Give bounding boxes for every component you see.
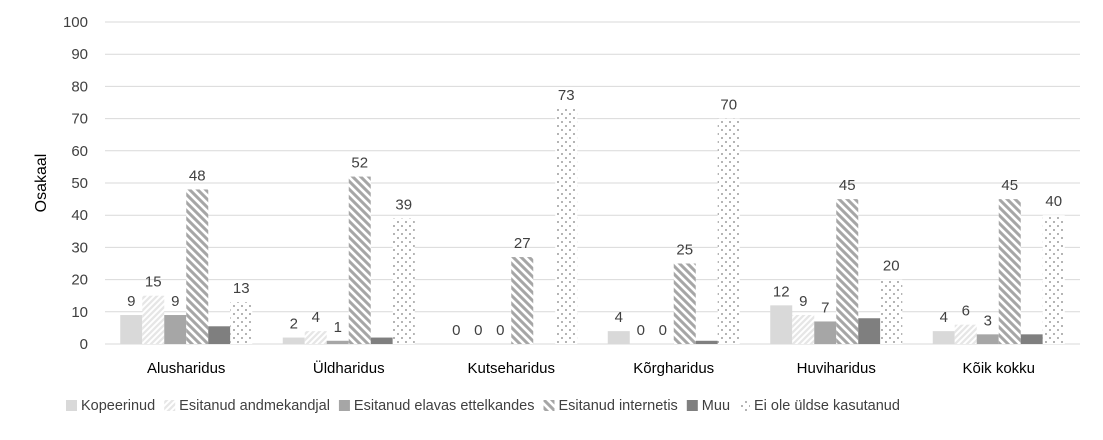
data-label: 73	[558, 87, 575, 104]
x-category-label: Huviharidus	[797, 360, 876, 377]
gridlines	[105, 21, 1080, 345]
bar	[282, 337, 305, 344]
data-label: 4	[312, 309, 320, 326]
bar	[164, 315, 187, 344]
data-label: 0	[659, 322, 667, 339]
bar	[208, 326, 231, 344]
data-label: 40	[1045, 193, 1062, 210]
x-category-label: Kutseharidus	[467, 360, 555, 377]
bars	[120, 108, 1065, 344]
bar	[792, 315, 815, 344]
bar	[814, 321, 837, 344]
legend-swatch	[686, 400, 698, 411]
bar	[998, 199, 1021, 344]
data-label: 2	[290, 316, 298, 333]
data-label: 3	[984, 312, 992, 329]
y-tick-label: 60	[71, 143, 88, 160]
bar	[142, 295, 165, 344]
bar	[717, 118, 740, 344]
data-label: 0	[637, 322, 645, 339]
y-tick-label: 80	[71, 78, 88, 95]
y-tick-label: 20	[71, 272, 88, 289]
legend-entry: Muu	[702, 398, 730, 414]
bar	[695, 340, 718, 344]
legend: Kopeerinud Esitanud andmekandjal Esitanud …	[66, 398, 900, 414]
legend-swatch	[543, 400, 555, 411]
bar	[1020, 334, 1043, 344]
y-tick-label: 30	[71, 239, 88, 256]
y-axis-title: Osakaal	[33, 154, 50, 213]
bar	[673, 263, 696, 344]
data-label: 1	[334, 319, 342, 336]
bar	[976, 334, 999, 344]
data-label: 39	[395, 196, 412, 213]
bar	[370, 337, 393, 344]
x-category-label: Kõrgharidus	[633, 360, 714, 377]
data-label: 45	[1001, 177, 1018, 194]
bar	[880, 279, 903, 344]
data-label: 13	[233, 280, 250, 297]
bar	[770, 305, 793, 344]
bar	[932, 331, 955, 344]
bar	[186, 189, 209, 344]
legend-entry: Esitanud andmekandjal	[179, 398, 330, 414]
legend-entry: Esitanud elavas ettelkandes	[354, 398, 535, 414]
data-label: 45	[839, 177, 856, 194]
legend-swatch	[66, 400, 77, 411]
legend-swatch	[164, 400, 176, 411]
data-label: 0	[496, 322, 504, 339]
data-label: 0	[452, 322, 460, 339]
x-category-label: Alusharidus	[147, 360, 225, 377]
data-label: 4	[940, 309, 948, 326]
y-tick-label: 50	[71, 175, 88, 192]
data-label: 70	[720, 97, 737, 114]
legend-entry: Kopeerinud	[81, 398, 155, 414]
data-label: 4	[615, 309, 623, 326]
data-label: 27	[514, 235, 531, 252]
bar	[1042, 215, 1065, 344]
y-tick-label: 70	[71, 111, 88, 128]
data-label: 48	[189, 167, 206, 184]
x-category-label: Üldharidus	[313, 359, 385, 377]
data-label: 6	[962, 303, 970, 320]
bar	[392, 218, 415, 344]
bar	[555, 108, 578, 344]
bar	[858, 318, 881, 344]
data-label: 52	[351, 155, 368, 172]
bar	[120, 315, 143, 344]
data-label: 12	[773, 283, 790, 300]
data-label: 25	[676, 242, 693, 259]
bar	[511, 257, 534, 344]
bar	[607, 331, 630, 344]
x-axis-categories: Alusharidus Üldharidus Kutseharidus Kõrghar…	[147, 359, 1035, 377]
data-label: 7	[821, 299, 829, 316]
bar	[326, 340, 349, 344]
legend-entry: Esitanud internetis	[559, 398, 678, 414]
data-label: 0	[474, 322, 482, 339]
y-tick-label: 40	[71, 207, 88, 224]
data-label: 20	[883, 258, 900, 275]
y-tick-label: 0	[80, 336, 88, 353]
bar	[836, 199, 859, 344]
data-label: 9	[127, 293, 135, 310]
bar	[348, 176, 371, 344]
x-category-label: Kõik kokku	[962, 360, 1035, 377]
y-tick-label: 90	[71, 46, 88, 63]
legend-entry: Ei ole üldse kasutanud	[754, 398, 900, 414]
bar	[230, 302, 253, 344]
data-label: 9	[799, 293, 807, 310]
y-axis-ticks: 0 10 20 30 40 50 60 70 80 90 100	[63, 14, 88, 353]
y-tick-label: 10	[71, 304, 88, 321]
data-label: 9	[171, 293, 179, 310]
legend-swatch	[338, 400, 350, 411]
y-tick-label: 100	[63, 14, 88, 31]
legend-swatch	[739, 400, 751, 411]
data-label: 15	[145, 274, 162, 291]
bar	[304, 331, 327, 344]
bar	[954, 324, 977, 344]
